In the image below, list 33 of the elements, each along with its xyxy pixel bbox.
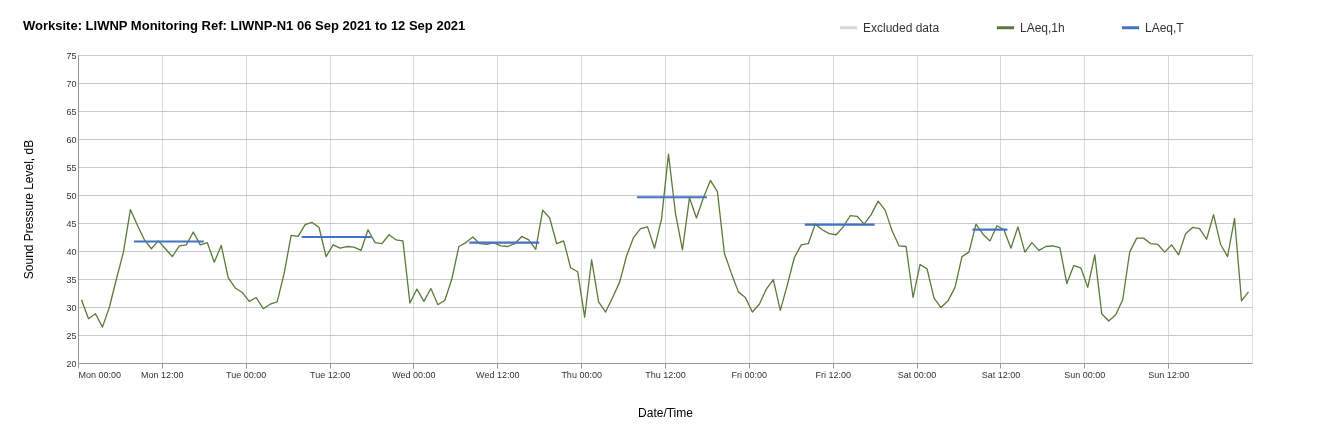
- y-tick-label: 50: [66, 190, 77, 201]
- x-tick-label: Sun 00:00: [1064, 369, 1106, 380]
- legend-label: LAeq,1h: [1020, 20, 1065, 35]
- y-tick-label: 40: [66, 246, 77, 257]
- y-axis-title: Sound Pressure Level, dB: [22, 139, 37, 280]
- y-tick-label: 20: [66, 358, 77, 369]
- x-axis-title: Date/Time: [638, 405, 694, 420]
- y-tick-label: 35: [66, 274, 77, 285]
- x-tick-label: Fri 12:00: [815, 369, 851, 380]
- x-tick-label: Mon 12:00: [141, 369, 184, 380]
- x-tick-label: Wed 00:00: [392, 369, 436, 380]
- chart-title: Worksite: LIWNP Monitoring Ref: LIWNP-N1 06 Sep 2021 to 12 Sep 2021: [22, 18, 466, 33]
- x-tick-label: Sun 12:00: [1148, 369, 1190, 380]
- legend-label: Excluded data: [863, 20, 940, 35]
- x-tick-label: Tue 12:00: [309, 369, 351, 380]
- y-tick-label: 65: [66, 106, 77, 117]
- x-tick-label: Thu 00:00: [561, 369, 602, 380]
- x-tick-label: Fri 00:00: [731, 369, 768, 380]
- x-tick-label: Thu 12:00: [645, 369, 686, 380]
- x-tick-label: Mon 00:00: [78, 369, 122, 380]
- y-tick-label: 70: [66, 78, 77, 89]
- y-tick-label: 55: [66, 162, 77, 173]
- x-tick-label: Tue 00:00: [226, 369, 267, 380]
- x-tick-label: Sat 12:00: [981, 369, 1021, 380]
- x-tick-label: Sat 00:00: [897, 369, 937, 380]
- y-tick-label: 45: [66, 218, 77, 229]
- legend-label: LAeq,T: [1145, 20, 1185, 35]
- y-tick-label: 60: [66, 134, 77, 145]
- line-series: [80, 153, 1250, 328]
- x-tick-label: Wed 12:00: [476, 369, 520, 380]
- y-tick-label: 30: [66, 302, 77, 313]
- y-tick-label: 75: [66, 50, 77, 61]
- y-tick-label: 25: [66, 330, 77, 341]
